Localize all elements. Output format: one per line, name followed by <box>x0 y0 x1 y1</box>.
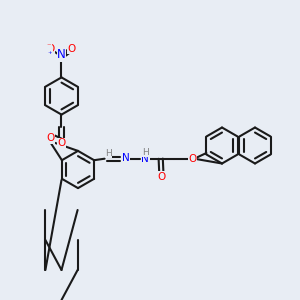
Text: ⁻: ⁻ <box>47 41 51 50</box>
Text: H: H <box>142 148 148 157</box>
Text: O: O <box>68 44 76 54</box>
Text: N: N <box>141 154 149 164</box>
Text: O: O <box>46 44 54 54</box>
Text: O: O <box>57 138 66 148</box>
Text: O: O <box>46 133 54 143</box>
Text: O: O <box>157 172 165 182</box>
Text: ⁺: ⁺ <box>48 50 52 59</box>
Text: H: H <box>105 149 112 158</box>
Text: N: N <box>122 153 130 163</box>
Text: N: N <box>57 48 66 61</box>
Text: O: O <box>189 154 197 164</box>
